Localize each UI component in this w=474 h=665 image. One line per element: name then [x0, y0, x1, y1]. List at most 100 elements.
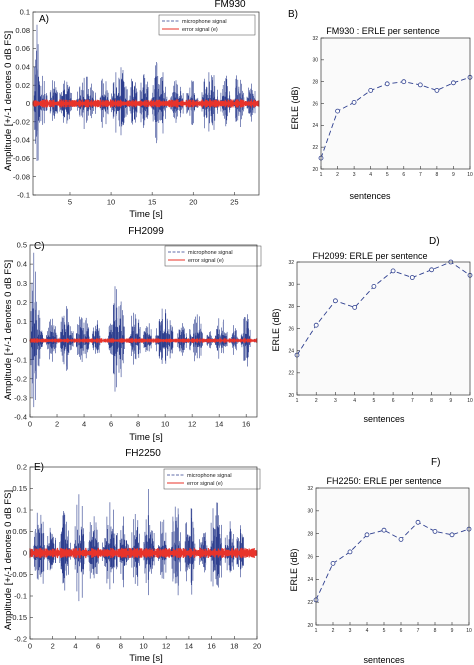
- y-tick-label: 0.04: [15, 63, 30, 72]
- y-tick-label: -0.4: [14, 413, 27, 422]
- y-tick-label: -0.15: [10, 613, 27, 622]
- y-tick-label: 30: [307, 509, 313, 515]
- panel-c-waveform: FH2099 C) Amplitude [+/-1 denotes 0 dB F…: [3, 226, 262, 443]
- x-tick-label: 16: [207, 642, 215, 651]
- y-tick-label: 0.1: [17, 506, 27, 515]
- y-tick-label: 22: [312, 145, 318, 151]
- erle-line: [296, 261, 471, 356]
- x-tick-label: 5: [386, 172, 389, 178]
- panel-d-ylabel: ERLE (dB): [271, 308, 281, 351]
- erle-point: [313, 322, 319, 328]
- x-tick-label: 12: [162, 642, 170, 651]
- erle-point: [409, 275, 415, 280]
- y-tick-label: -0.02: [13, 117, 30, 126]
- x-tick-label: 8: [430, 398, 433, 404]
- y-tick-label: -0.06: [13, 154, 30, 163]
- x-tick-label: 7: [417, 628, 420, 634]
- y-tick-label: 30: [288, 282, 294, 288]
- panel-c-ylabel: Amplitude [+/-1 denotes 0 dB FS]: [3, 260, 14, 400]
- x-tick-label: 8: [435, 172, 438, 178]
- y-tick-label: 0: [23, 336, 27, 345]
- erle-point: [351, 100, 357, 105]
- y-tick-label: 0.15: [12, 484, 27, 493]
- panel-a-letter: A): [39, 14, 49, 25]
- x-tick-label: 12: [188, 420, 196, 429]
- erle-point: [352, 304, 358, 310]
- y-tick-label: 0.2: [17, 298, 27, 307]
- x-tick-label: 10: [139, 642, 147, 651]
- panel-f-erle: F) FH2250: ERLE per sentence ERLE (dB) s…: [289, 457, 472, 665]
- legend-mic-label: microphone signal: [187, 473, 232, 479]
- erle-point: [434, 88, 440, 93]
- x-tick-label: 20: [253, 642, 261, 651]
- x-tick-label: 3: [349, 628, 352, 634]
- panel-e-xlabel: Time [s]: [129, 653, 162, 664]
- erle-point: [332, 298, 338, 304]
- x-tick-label: 2: [55, 420, 59, 429]
- legend-err-label: error signal (e): [182, 27, 218, 33]
- x-tick-label: 1: [320, 172, 323, 178]
- panel-e-letter: E): [34, 462, 44, 473]
- plot-background: [297, 262, 470, 395]
- y-tick-label: 0.3: [17, 279, 27, 288]
- x-tick-label: 9: [451, 628, 454, 634]
- legend: microphone signal error signal (e): [164, 245, 262, 267]
- y-tick-label: 26: [288, 326, 294, 332]
- erle-point: [432, 529, 438, 534]
- erle-point: [371, 283, 377, 289]
- erle-point: [398, 537, 404, 542]
- x-tick-label: 6: [392, 398, 395, 404]
- y-tick-label: 0.1: [20, 8, 30, 17]
- erle-line: [315, 521, 470, 601]
- x-tick-label: 15: [148, 198, 156, 207]
- y-tick-label: -0.04: [13, 136, 30, 145]
- x-tick-label: 7: [419, 172, 422, 178]
- x-tick-label: 6: [402, 172, 405, 178]
- panel-b-xlabel: sentences: [349, 191, 391, 201]
- x-tick-label: 8: [136, 420, 140, 429]
- plot-frame: [296, 261, 471, 396]
- legend-box: [164, 245, 262, 267]
- erle-point: [417, 82, 423, 88]
- panel-b-erle: B) FM930 : ERLE per sentence ERLE (dB) s…: [288, 9, 473, 201]
- x-tick-label: 5: [372, 398, 375, 404]
- y-tick-label: 32: [307, 486, 313, 492]
- y-tick-label: 26: [307, 554, 313, 560]
- x-tick-label: 4: [73, 642, 77, 651]
- y-tick-label: 30: [312, 58, 318, 64]
- x-tick-label: 0: [28, 642, 32, 651]
- y-tick-label: -0.2: [14, 374, 27, 383]
- y-tick-label: 20: [312, 167, 318, 173]
- panel-e-waveform: FH2250 E) Amplitude [+/-1 denotes 0 dB F…: [3, 448, 261, 664]
- y-tick-label: 0.02: [15, 81, 30, 90]
- y-tick-label: -0.2: [14, 635, 27, 644]
- y-tick-label: -0.05: [10, 570, 27, 579]
- x-tick-label: 4: [369, 172, 372, 178]
- plot-background: [316, 488, 469, 625]
- x-tick-label: 4: [353, 398, 356, 404]
- panel-c-xlabel: Time [s]: [129, 432, 162, 443]
- panel-c-title: FH2099: [128, 226, 164, 237]
- y-tick-label: -0.1: [14, 592, 27, 601]
- y-tick-label: 28: [307, 531, 313, 537]
- y-tick-label: -0.1: [14, 355, 27, 364]
- erle-point: [449, 532, 455, 538]
- x-tick-label: 20: [189, 198, 197, 207]
- legend-err-label: error signal (e): [188, 258, 224, 264]
- x-tick-label: 5: [68, 198, 72, 207]
- y-tick-label: -0.3: [14, 394, 27, 403]
- panel-b-title: FM930 : ERLE per sentence: [326, 26, 440, 36]
- y-tick-label: 0.05: [12, 527, 27, 536]
- x-tick-label: 0: [28, 420, 32, 429]
- erle-point: [450, 80, 456, 86]
- erle-point: [330, 561, 336, 566]
- x-tick-label: 8: [119, 642, 123, 651]
- x-tick-label: 2: [51, 642, 55, 651]
- microphone-signal-line: [29, 252, 257, 408]
- panel-d-letter: D): [429, 236, 440, 247]
- x-tick-label: 14: [215, 420, 223, 429]
- x-tick-label: 14: [185, 642, 193, 651]
- y-tick-label: 32: [312, 36, 318, 42]
- erle-point: [384, 81, 390, 87]
- x-tick-label: 4: [82, 420, 86, 429]
